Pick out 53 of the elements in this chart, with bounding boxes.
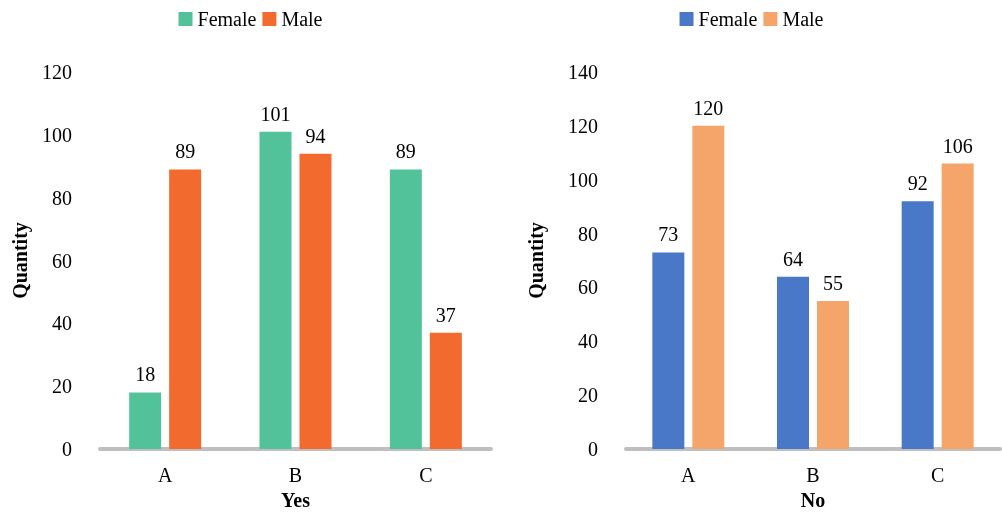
bar (901, 201, 934, 449)
y-tick-label: 140 (568, 61, 598, 83)
bar (299, 153, 332, 449)
x-axis-title: Yes (281, 488, 311, 511)
data-label: 18 (135, 363, 156, 386)
y-tick-label: 20 (52, 375, 72, 398)
y-tick-label: 120 (568, 114, 598, 137)
y-tick-label: 20 (578, 384, 598, 407)
x-tick-label: B (806, 464, 820, 486)
bar (429, 332, 462, 449)
bar (652, 252, 685, 449)
data-label: 55 (823, 271, 843, 294)
y-tick-label: 0 (62, 438, 72, 460)
y-tick-label: 80 (52, 186, 72, 209)
y-axis-title: Quantity (525, 222, 548, 299)
bar (129, 392, 162, 449)
x-axis-title: No (800, 488, 826, 511)
bar (817, 300, 849, 449)
data-label: 94 (305, 124, 326, 147)
legend-label: Male (281, 8, 323, 30)
bar (692, 125, 725, 449)
y-tick-label: 80 (578, 222, 598, 245)
data-label: 120 (693, 96, 724, 119)
data-label: 106 (942, 134, 973, 157)
y-tick-label: 40 (52, 312, 72, 335)
data-label: 73 (658, 223, 679, 246)
x-tick-label: C (419, 464, 433, 486)
legend-label: Female (197, 8, 257, 30)
data-label: 64 (783, 247, 803, 270)
y-tick-label: 60 (52, 249, 72, 272)
bar (169, 169, 202, 449)
y-axis-title: Quantity (9, 222, 32, 299)
y-tick-label: 100 (568, 168, 598, 191)
y-tick-label: 60 (578, 276, 598, 299)
x-tick-label: A (157, 464, 173, 486)
bar (777, 276, 809, 449)
data-label: 92 (907, 172, 928, 195)
y-tick-label: 0 (588, 438, 598, 460)
x-tick-label: A (681, 464, 697, 486)
legend-label: Male (782, 8, 824, 30)
y-tick-label: 120 (42, 61, 72, 83)
legend-label: Female (698, 8, 758, 30)
data-label: 101 (260, 102, 291, 125)
data-label: 37 (435, 303, 456, 326)
data-label: 89 (395, 140, 416, 163)
y-tick-label: 100 (42, 123, 72, 146)
x-tick-label: B (288, 464, 303, 486)
y-tick-label: 40 (578, 330, 598, 353)
bar (941, 163, 974, 449)
bar (259, 131, 292, 449)
bar (389, 169, 422, 449)
x-tick-label: C (930, 464, 945, 486)
data-label: 89 (175, 140, 196, 163)
